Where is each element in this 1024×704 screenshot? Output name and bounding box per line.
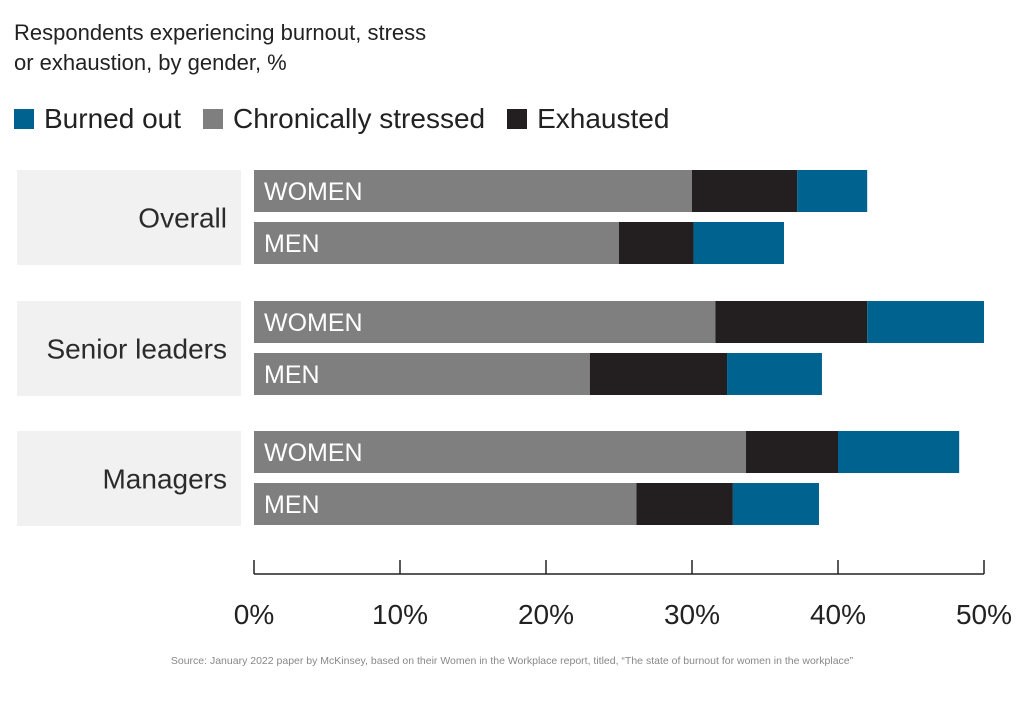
group-panel-overall bbox=[17, 170, 241, 265]
bar-segment-senior-leaders-men-chronically-stressed bbox=[254, 353, 590, 395]
bar-segment-managers-women-chronically-stressed bbox=[254, 431, 747, 473]
x-tick-label-4: 40% bbox=[810, 599, 866, 630]
legend: Burned out Chronically stressed Exhauste… bbox=[14, 100, 691, 138]
bar-segment-managers-men-exhausted bbox=[636, 483, 733, 525]
bar-segment-senior-leaders-women-burned-out bbox=[867, 301, 984, 343]
chart-title-line-1: Respondents experiencing burnout, stress bbox=[14, 20, 427, 45]
bar-segment-senior-leaders-men-burned-out bbox=[727, 353, 822, 395]
bar-segment-senior-leaders-women-chronically-stressed bbox=[254, 301, 716, 343]
bar-segment-senior-leaders-men-exhausted bbox=[589, 353, 728, 395]
bar-segment-managers-men-chronically-stressed bbox=[254, 483, 637, 525]
legend-swatch-chronically-stressed bbox=[203, 109, 223, 129]
bar-segment-managers-men-burned-out bbox=[732, 483, 820, 525]
legend-swatch-burned-out bbox=[14, 109, 34, 129]
bar-label-senior-leaders-men: MEN bbox=[264, 361, 320, 389]
legend-item-burned-out: Burned out bbox=[14, 103, 181, 135]
legend-swatch-exhausted bbox=[507, 109, 528, 129]
legend-label-burned-out: Burned out bbox=[44, 103, 181, 134]
chart-title-line-2: or exhaustion, by gender, % bbox=[14, 50, 287, 75]
legend-item-chronically-stressed: Chronically stressed bbox=[203, 103, 485, 135]
bar-segment-managers-women-exhausted bbox=[746, 431, 838, 473]
x-tick-label-3: 30% bbox=[664, 599, 720, 630]
group-label-managers: Managers bbox=[102, 464, 227, 495]
legend-item-exhausted: Exhausted bbox=[507, 103, 669, 135]
bar-segment-overall-women-exhausted bbox=[692, 170, 798, 212]
bar-segment-overall-men-chronically-stressed bbox=[254, 222, 619, 264]
bar-segment-managers-women-burned-out bbox=[838, 431, 960, 473]
bar-label-overall-women: WOMEN bbox=[264, 178, 363, 206]
bar-label-managers-men: MEN bbox=[264, 491, 320, 519]
source-note: Source: January 2022 paper by McKinsey, … bbox=[170, 655, 854, 667]
bar-segment-overall-women-chronically-stressed bbox=[254, 170, 692, 212]
x-tick-label-2: 20% bbox=[518, 599, 574, 630]
bar-segment-senior-leaders-women-exhausted bbox=[715, 301, 868, 343]
legend-label-chronically-stressed: Chronically stressed bbox=[233, 103, 486, 134]
bar-label-senior-leaders-women: WOMEN bbox=[264, 309, 363, 337]
bar-label-overall-men: MEN bbox=[264, 230, 320, 258]
bar-segment-overall-men-burned-out bbox=[693, 222, 784, 264]
group-label-overall: Overall bbox=[138, 203, 227, 234]
group-panel-managers bbox=[17, 431, 241, 526]
bar-segment-overall-men-exhausted bbox=[619, 222, 694, 264]
chart-title: Respondents experiencing burnout, stress… bbox=[14, 18, 534, 78]
x-tick-label-0: 0% bbox=[234, 599, 274, 630]
bar-label-managers-women: WOMEN bbox=[264, 439, 363, 467]
group-label-senior-leaders: Senior leaders bbox=[46, 334, 227, 365]
legend-label-exhausted: Exhausted bbox=[537, 103, 670, 134]
bar-segment-overall-women-burned-out bbox=[797, 170, 868, 212]
x-tick-label-5: 50% bbox=[956, 599, 1012, 630]
x-tick-label-1: 10% bbox=[372, 599, 428, 630]
group-panel-senior-leaders bbox=[17, 301, 241, 396]
